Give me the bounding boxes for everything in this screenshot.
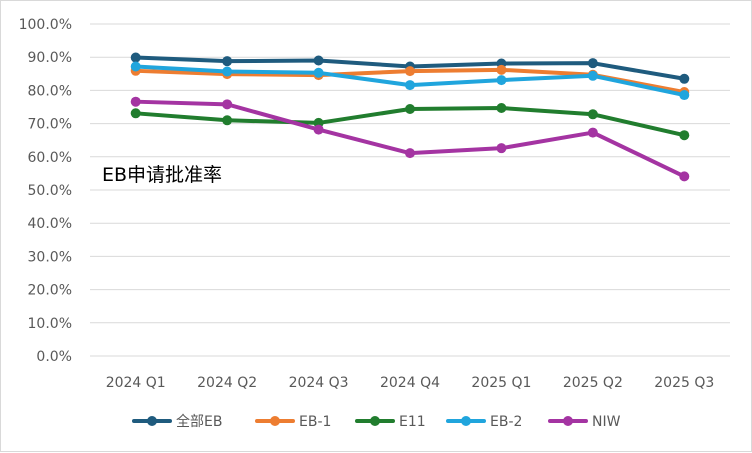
data-point [130,61,141,72]
data-point [222,56,233,67]
x-tick-label: 2024 Q2 [197,375,257,391]
legend-swatch-marker [370,416,380,426]
data-point [587,70,598,81]
data-point [405,148,415,159]
y-tick-label: 80.0% [28,83,72,99]
x-tick-label: 2024 Q1 [106,375,166,391]
series-EB-2 [130,61,690,101]
data-point [130,96,141,107]
data-point [496,102,507,113]
legend-label: E11 [399,414,426,430]
data-point [222,66,233,77]
y-tick-label: 30.0% [28,249,72,265]
data-point [222,99,233,110]
data-point [496,143,507,154]
y-tick-label: 20.0% [28,283,72,299]
data-point [130,108,141,119]
data-point [313,67,324,78]
series-lines [130,52,690,182]
legend-item: E11 [355,414,426,430]
data-point [405,66,415,77]
y-tick-label: 100.0% [19,17,72,33]
x-tick-label: 2025 Q2 [563,375,623,391]
data-point [130,52,141,63]
series-E11 [130,102,690,141]
x-tick-label: 2024 Q4 [380,375,440,391]
data-point [313,124,324,135]
y-axis-ticks: 0.0% 10.0% 20.0% 30.0% 40.0% 50.0% 60.0% 70.0% 8… [19,17,72,365]
y-tick-label: 40.0% [28,216,72,232]
legend-swatch-marker [461,416,471,426]
legend-label: 全部EB [176,413,222,430]
data-point [587,58,598,69]
data-point [222,115,233,126]
data-point [496,75,507,86]
y-tick-label: 70.0% [28,117,72,133]
y-tick-label: 90.0% [28,50,72,66]
legend-item: EB-2 [446,414,522,430]
gridlines [90,23,730,357]
x-axis-ticks: 2024 Q1 2024 Q2 2024 Q3 2024 Q4 2025 Q1 2025 … [106,375,715,391]
data-point [679,90,690,101]
legend-item: 全部EB [132,413,222,430]
chart-title: EB申请批准率 [102,164,222,186]
legend: 全部EB EB-1 E11 EB-2 NIW [132,413,621,430]
legend-swatch-marker [147,416,157,426]
data-point [679,73,690,84]
y-tick-label: 0.0% [36,349,72,365]
legend-label: EB-2 [490,414,522,430]
data-point [679,130,690,141]
y-tick-label: 50.0% [28,183,72,199]
data-point [405,103,415,114]
data-point [313,55,324,66]
legend-swatch-marker [563,416,573,426]
x-tick-label: 2025 Q1 [471,375,531,391]
y-tick-label: 10.0% [28,316,72,332]
legend-label: NIW [592,414,621,430]
data-point [679,171,690,182]
legend-swatch-marker [270,416,280,426]
legend-item: EB-1 [255,414,331,430]
legend-label: EB-1 [299,414,331,430]
legend-item: NIW [548,414,621,430]
data-point [405,80,415,91]
series-NIW [130,96,690,182]
data-point [587,109,598,120]
y-tick-label: 60.0% [28,150,72,166]
data-point [587,127,598,138]
data-point [496,64,507,75]
x-tick-label: 2025 Q3 [654,375,714,391]
x-tick-label: 2024 Q3 [289,375,349,391]
